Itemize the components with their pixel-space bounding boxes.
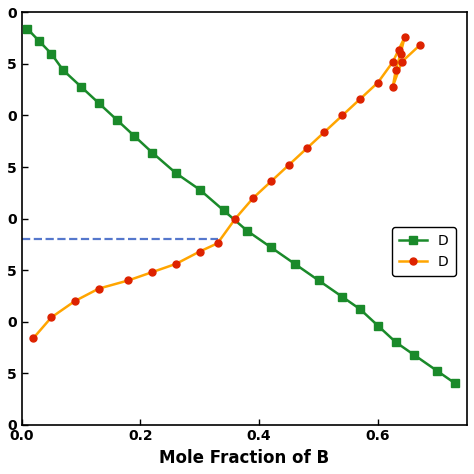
Legend: D, D: D, D	[392, 227, 456, 276]
D	[304, 146, 310, 151]
D	[221, 208, 227, 213]
D	[316, 277, 321, 283]
D	[417, 43, 422, 48]
D	[402, 34, 408, 40]
D	[250, 195, 256, 201]
D	[396, 47, 401, 53]
D	[215, 240, 220, 246]
D	[132, 133, 137, 139]
D	[375, 80, 381, 85]
D	[393, 67, 399, 73]
D	[398, 51, 403, 56]
D	[393, 339, 399, 345]
D	[375, 323, 381, 328]
D	[173, 261, 179, 267]
D	[286, 162, 292, 168]
D	[390, 59, 396, 65]
D	[36, 38, 42, 44]
Line: D: D	[30, 34, 423, 342]
D	[96, 286, 101, 292]
D	[435, 368, 440, 374]
D	[322, 129, 328, 135]
D	[197, 249, 202, 255]
X-axis label: Mole Fraction of B: Mole Fraction of B	[159, 449, 329, 467]
D	[149, 269, 155, 275]
D	[357, 96, 363, 102]
D	[126, 277, 131, 283]
D	[60, 67, 66, 73]
D	[48, 315, 54, 320]
D	[292, 261, 298, 267]
D	[339, 113, 345, 118]
D	[173, 170, 179, 176]
D	[197, 187, 202, 192]
D	[268, 179, 274, 184]
D	[339, 294, 345, 300]
D	[72, 298, 78, 304]
D	[390, 84, 396, 90]
D	[399, 59, 405, 65]
D	[268, 245, 274, 250]
D	[31, 335, 36, 341]
D	[233, 216, 238, 221]
D	[114, 117, 119, 122]
D	[411, 352, 417, 357]
D	[48, 51, 54, 56]
D	[96, 100, 101, 106]
D	[25, 26, 30, 32]
D	[149, 150, 155, 155]
D	[452, 381, 458, 386]
Line: D: D	[24, 25, 459, 387]
D	[357, 306, 363, 312]
D	[245, 228, 250, 234]
D	[78, 84, 84, 90]
